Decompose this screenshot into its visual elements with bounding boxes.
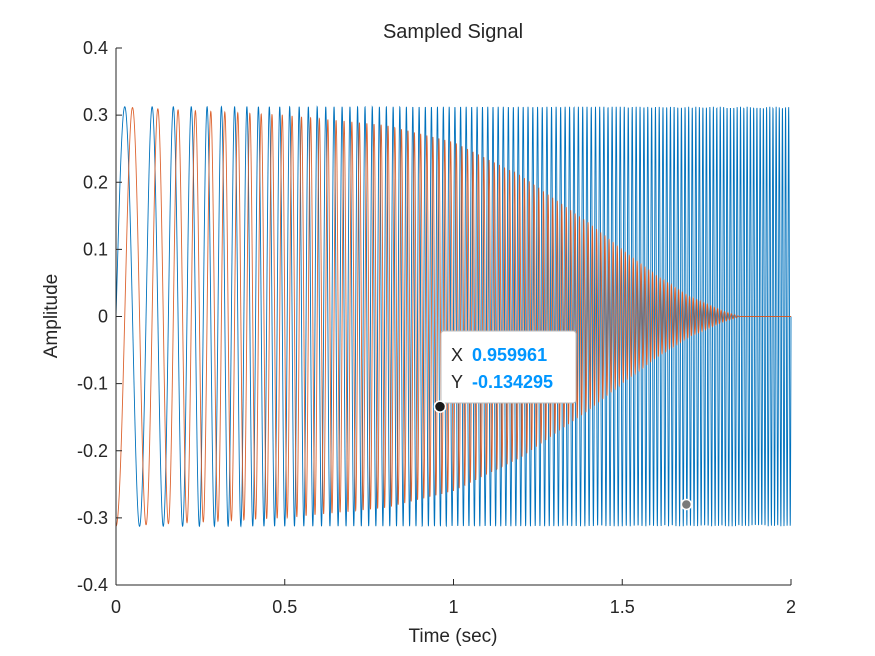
chart-title: Sampled Signal	[383, 21, 523, 43]
y-tick-label: -0.3	[77, 508, 108, 528]
series-line-1	[115, 105, 792, 528]
y-tick-label: 0	[98, 307, 108, 327]
series-line-2	[115, 107, 791, 527]
datatip-y-value: -0.134295	[472, 372, 553, 392]
y-tick-label: -0.2	[77, 441, 108, 461]
x-tick-label: 1	[448, 597, 458, 617]
plot-lines	[115, 105, 792, 528]
datatip-x-value: 0.959961	[472, 345, 547, 365]
datapoint-marker[interactable]	[680, 498, 693, 511]
datatip-y-key: Y	[451, 372, 463, 392]
y-tick-label: -0.1	[77, 374, 108, 394]
x-axis-label: Time (sec)	[408, 626, 497, 647]
y-tick-label: -0.4	[77, 575, 108, 595]
y-tick-label: 0.3	[83, 105, 108, 125]
datatip-box	[440, 330, 577, 404]
markers	[680, 498, 693, 511]
datatip[interactable]: X 0.959961 Y -0.134295	[440, 330, 577, 404]
y-tick-label: 0.2	[83, 172, 108, 192]
y-tick-label: 0.4	[83, 38, 108, 58]
x-tick-label: 0	[111, 597, 121, 617]
x-tick-label: 0.5	[272, 597, 297, 617]
y-ticks: 0.4 0.3 0.2 0.1 0 -0.1 -0.2 -0.3 -0.4	[77, 38, 122, 595]
x-tick-label: 2	[786, 597, 796, 617]
datatip-x-key: X	[451, 345, 463, 365]
x-ticks: 0 0.5 1 1.5 2	[111, 579, 796, 617]
datatip-marker[interactable]	[433, 400, 447, 413]
y-axis-label: Amplitude	[41, 274, 62, 359]
y-tick-label: 0.1	[83, 239, 108, 259]
x-tick-label: 1.5	[610, 597, 635, 617]
